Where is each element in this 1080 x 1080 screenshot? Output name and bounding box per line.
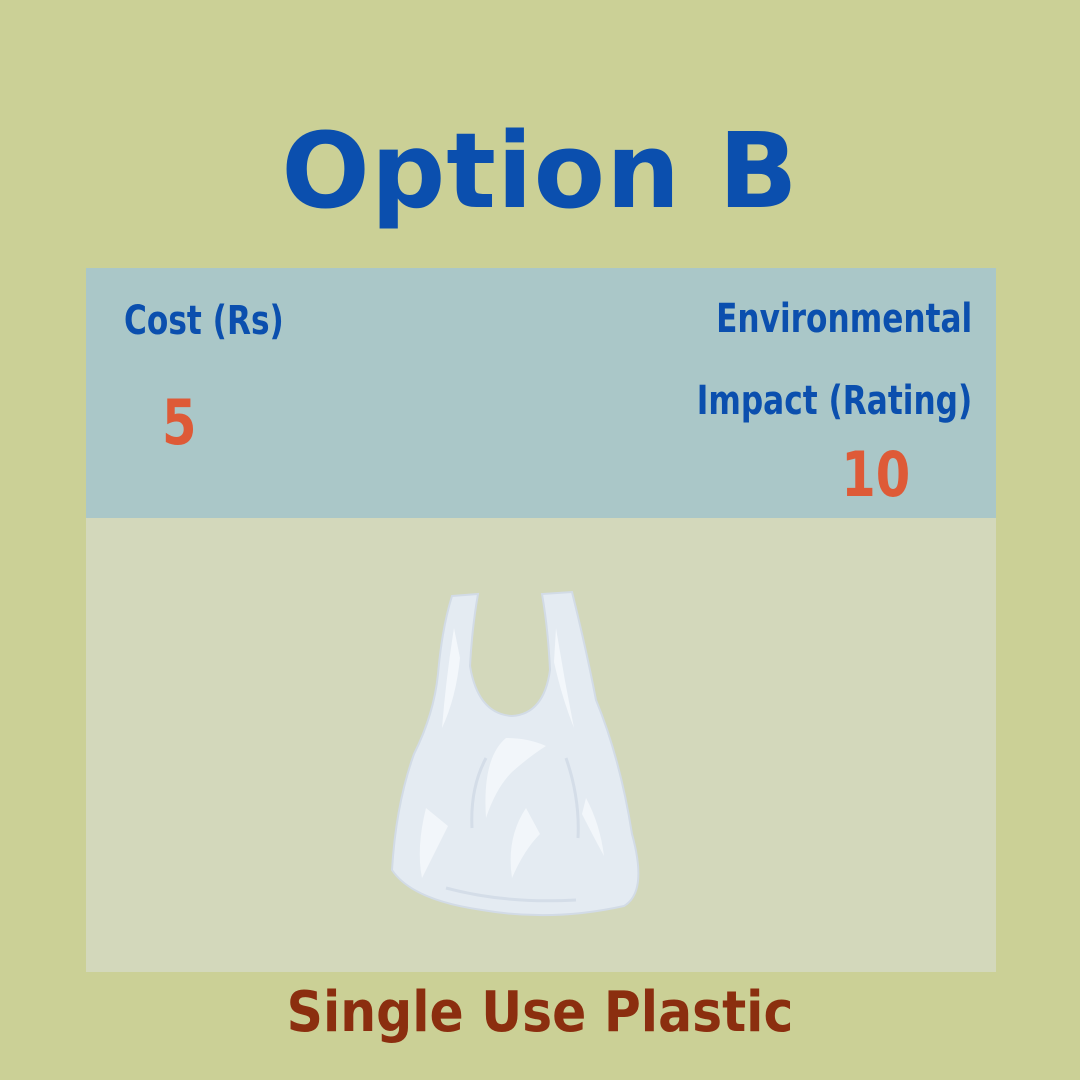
cost-value: 5 <box>162 386 197 459</box>
option-card: Cost (Rs) 5 Environmental Impact (Rating… <box>86 268 996 972</box>
plastic-bag-icon <box>390 590 640 917</box>
impact-label-line1: Environmental <box>715 296 972 342</box>
stats-panel: Cost (Rs) 5 Environmental Impact (Rating… <box>86 268 996 518</box>
impact-label-line2: Impact (Rating) <box>696 378 972 424</box>
option-caption: Single Use Plastic <box>286 980 794 1045</box>
page-title: Option B <box>281 110 799 232</box>
cost-label: Cost (Rs) <box>124 298 284 344</box>
impact-label: Environmental Impact (Rating) <box>696 278 972 442</box>
impact-value: 10 <box>840 438 910 511</box>
